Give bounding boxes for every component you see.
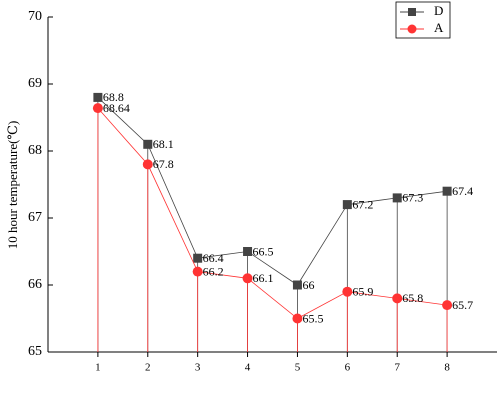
y-axis-label: 10 hour temperature(℃) <box>5 121 20 250</box>
x-tick-label: 5 <box>295 362 301 374</box>
marker <box>93 92 103 102</box>
legend-box <box>395 1 451 39</box>
x-tick-label: 8 <box>444 362 450 374</box>
marker <box>442 186 452 196</box>
marker <box>192 266 203 277</box>
x-tick-label: 1 <box>95 362 101 374</box>
marker <box>342 200 352 210</box>
x-tick-label: 7 <box>394 362 400 374</box>
legend-marker <box>407 24 417 34</box>
marker <box>92 103 103 114</box>
x-tick-label: 2 <box>145 362 151 374</box>
data-label: 65.9 <box>352 284 373 298</box>
marker <box>292 280 302 290</box>
y-tick-label: 65 <box>28 344 42 359</box>
data-label: 66.4 <box>203 251 224 265</box>
data-label: 66.2 <box>203 264 224 278</box>
y-tick-label: 66 <box>28 277 42 292</box>
legend-label: D <box>434 3 443 18</box>
marker <box>242 273 253 284</box>
data-label: 66 <box>302 278 314 292</box>
data-label: 67.4 <box>452 184 473 198</box>
marker <box>243 247 253 256</box>
data-label: 67.3 <box>402 191 423 205</box>
data-label: 66.5 <box>253 244 274 258</box>
marker <box>142 159 153 170</box>
marker <box>392 293 403 304</box>
series-line <box>97 97 448 286</box>
data-label: 67.8 <box>153 157 174 171</box>
data-label: 68.64 <box>103 101 130 115</box>
legend-marker <box>408 8 416 16</box>
marker <box>193 253 203 263</box>
marker <box>392 193 402 203</box>
y-tick-label: 68 <box>28 143 42 158</box>
marker <box>442 300 453 311</box>
data-label: 67.2 <box>352 197 373 211</box>
data-label: 65.8 <box>402 291 423 305</box>
data-label: 68.8 <box>103 90 124 104</box>
marker <box>342 286 353 297</box>
y-tick-label: 67 <box>28 210 42 225</box>
data-label: 65.5 <box>302 311 323 325</box>
data-label: 65.7 <box>452 298 473 312</box>
data-label: 68.1 <box>153 137 174 151</box>
marker <box>292 313 303 324</box>
y-tick-label: 69 <box>28 76 42 91</box>
data-label: 66.1 <box>253 271 274 285</box>
legend-label: A <box>434 20 444 35</box>
x-tick-label: 6 <box>345 362 351 374</box>
y-tick-label: 70 <box>28 9 42 24</box>
x-tick-label: 4 <box>245 362 251 374</box>
marker <box>143 139 153 149</box>
series-line <box>97 107 448 319</box>
x-tick-label: 3 <box>195 362 201 374</box>
